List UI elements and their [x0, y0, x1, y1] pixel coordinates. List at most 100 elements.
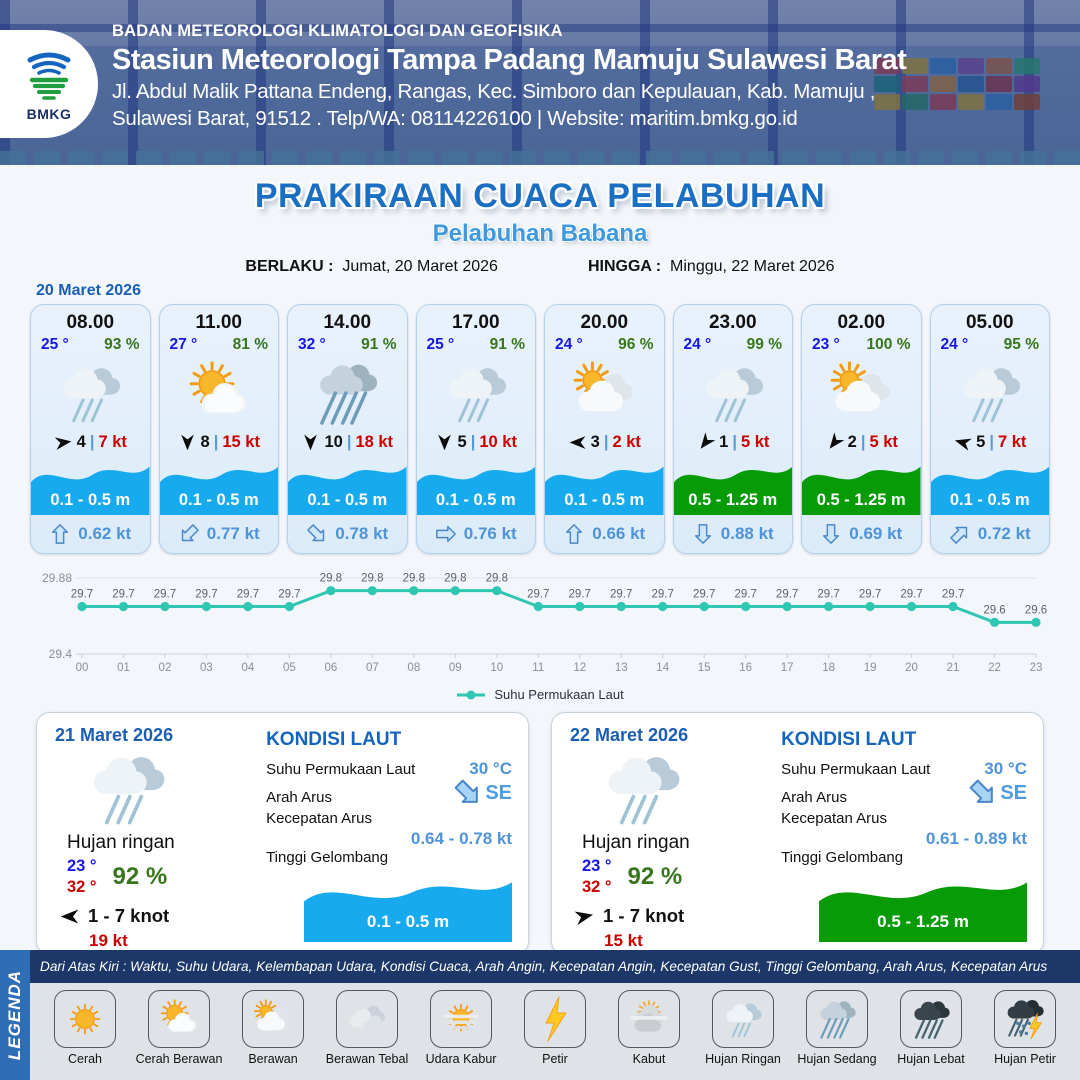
svg-text:29.6: 29.6 [983, 604, 1005, 616]
current-speed: 0.66 kt [592, 524, 646, 543]
weather-icon-hujan-ringan [570, 742, 771, 834]
sea-conditions: KONDISI LAUT Suhu Permukaan Laut 30 °C A… [781, 725, 1027, 942]
legend-note-bar: Dari Atas Kiri : Waktu, Suhu Udara, Kele… [30, 950, 1080, 983]
svg-text:17: 17 [781, 662, 794, 674]
wind-direction-icon [951, 431, 975, 455]
weather-icon-hujan-ringan [674, 354, 793, 432]
svg-text:29.7: 29.7 [569, 589, 591, 601]
wind-row: 1 - 7 knot [570, 905, 771, 927]
wind-row: 3 | 2 kt [545, 433, 664, 452]
legend-item-label: Hujan Sedang [797, 1052, 877, 1066]
legend-icon-udara-kabur [430, 990, 492, 1048]
wave-height: 0.1 - 0.5 m [50, 491, 131, 509]
current-direction-icon [49, 523, 71, 545]
legend-icon-cerah-berawan [148, 990, 210, 1048]
legend-item: Cerah Berawan [133, 990, 225, 1066]
day-date: 21 Maret 2026 [55, 725, 174, 745]
humidity: 92 % [112, 862, 168, 890]
wind-row: 10 | 18 kt [288, 433, 407, 452]
bmkg-logo-label: BMKG [26, 106, 72, 122]
legend-series-name: Suhu Permukaan Laut [494, 687, 624, 702]
svg-text:18: 18 [822, 662, 835, 674]
station-address-line1: Jl. Abdul Malik Pattana Endeng, Rangas, … [112, 80, 876, 103]
svg-text:29.7: 29.7 [610, 589, 632, 601]
humidity: 99 % [746, 336, 782, 353]
current-direction-icon [962, 772, 1004, 814]
current-direction-icon [692, 523, 714, 545]
wave-height-graphic: 0.5 - 1.25 m [819, 868, 1027, 942]
sst-chart: 29.88 29.4 29.7 00 29.7 01 29.7 02 29.7 03 29.7 04 2… [28, 562, 1052, 702]
current-direction: SE [968, 778, 1027, 808]
wave-height-label: Tinggi Gelombang [781, 849, 904, 866]
wave-height-band: 0.1 - 0.5 m [416, 455, 535, 515]
wind-speed: 3 [590, 433, 600, 451]
wind-speed: 2 [847, 433, 857, 451]
header-overlay [0, 0, 1080, 165]
legend-section: LEGENDA Dari Atas Kiri : Waktu, Suhu Uda… [0, 950, 1080, 1080]
svg-text:08: 08 [407, 662, 420, 674]
sea-conditions-title: KONDISI LAUT [266, 729, 402, 750]
sea-conditions-title: KONDISI LAUT [781, 729, 917, 750]
header-text: BADAN METEOROLOGI KLIMATOLOGI DAN GEOFIS… [112, 22, 1068, 131]
svg-text:29.7: 29.7 [776, 589, 798, 601]
wave-height-band: 0.1 - 0.5 m [930, 455, 1049, 515]
wave-height-band: 0.1 - 0.5 m [288, 455, 407, 515]
svg-text:01: 01 [117, 662, 130, 674]
forecast-time: 02.00 [837, 312, 886, 333]
current-direction-icon [447, 772, 489, 814]
wind-direction-icon [178, 433, 197, 452]
validity-from: BERLAKU : Jumat, 20 Maret 2026 [245, 258, 498, 276]
day-summary-card: 22 Maret 2026 Hujan ringan 23 ° 32 ° 92 … [551, 712, 1044, 955]
svg-text:29.7: 29.7 [237, 589, 259, 601]
wind-direction-icon [52, 432, 73, 453]
air-temperature: 24 ° [555, 336, 583, 353]
legend-item: Hujan Ringan [697, 990, 789, 1066]
legend-item-label: Hujan Ringan [705, 1052, 781, 1066]
berlaku-value: Jumat, 20 Maret 2026 [342, 258, 498, 275]
svg-text:29.8: 29.8 [403, 573, 425, 585]
legend-item: Hujan Lebat [885, 990, 977, 1066]
svg-text:29.7: 29.7 [859, 589, 881, 601]
wind-row: 1 | 5 kt [674, 432, 793, 452]
current-row: 0.78 kt [288, 515, 407, 553]
svg-text:29.6: 29.6 [1025, 604, 1047, 616]
gust-speed: 7 kt [997, 433, 1027, 451]
wind-direction-icon [435, 433, 454, 452]
legend-item-label: Cerah Berawan [135, 1052, 223, 1066]
legend-item-label: Hujan Petir [994, 1052, 1056, 1066]
svg-text:29.7: 29.7 [112, 589, 134, 601]
validity-row: BERLAKU : Jumat, 20 Maret 2026 HINGGA : … [0, 258, 1080, 276]
weather-icon-hujan-sedang [288, 354, 407, 432]
current-direction-icon [563, 523, 585, 545]
temp-max: 32 ° [67, 877, 97, 896]
svg-text:14: 14 [656, 662, 669, 674]
svg-text:00: 00 [76, 662, 89, 674]
legend-item: Udara Kabur [415, 990, 507, 1066]
humidity: 95 % [1003, 336, 1039, 353]
svg-text:12: 12 [573, 662, 586, 674]
wave-height-band: 0.5 - 1.25 m [802, 455, 921, 515]
validity-until: HINGGA : Minggu, 22 Maret 2026 [588, 258, 835, 276]
legend-item: Kabut [603, 990, 695, 1066]
wind-row: 1 - 7 knot [55, 905, 256, 927]
gust-speed: 2 kt [612, 433, 641, 451]
weather-condition: Hujan ringan [582, 832, 690, 853]
legend-icon-hujan-petir [994, 990, 1056, 1048]
bmkg-logo: BMKG [0, 30, 98, 138]
forecast-card: 02.00 23 ° 100 % 2 | 5 kt 0.5 - 1.25 m 0… [801, 304, 922, 554]
weather-icon-hujan-ringan [55, 742, 256, 834]
current-speed-label: Kecepatan Arus [266, 810, 372, 827]
svg-text:29.7: 29.7 [527, 589, 549, 601]
svg-text:05: 05 [283, 662, 296, 674]
weather-icon-hujan-ringan [31, 354, 150, 432]
svg-text:29.7: 29.7 [652, 589, 674, 601]
legend-icon-hujan-lebat [900, 990, 962, 1048]
berlaku-label: BERLAKU : [245, 258, 334, 275]
current-row: 0.66 kt [545, 515, 664, 553]
day-summary-row: 21 Maret 2026 Hujan ringan 23 ° 32 ° 92 … [36, 712, 1044, 955]
wind-direction-icon [572, 904, 597, 929]
legenda-title: LEGENDA [5, 969, 24, 1061]
forecast-cards-row: 08.00 25 ° 93 % 4 | 7 kt 0.1 - 0.5 m 0.6… [30, 304, 1050, 554]
svg-text:29.8: 29.8 [486, 573, 508, 585]
svg-text:29.88: 29.88 [42, 571, 72, 585]
